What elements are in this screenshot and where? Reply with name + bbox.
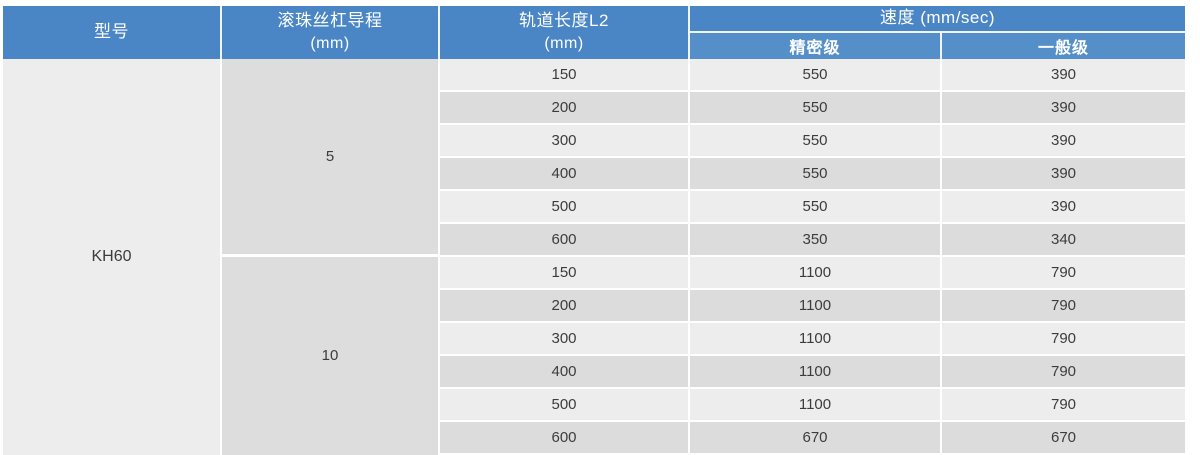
cell-ballscrew-lead: 5 xyxy=(222,58,440,257)
cell-rail-length: 300 xyxy=(440,322,690,356)
header-rail-length-unit: (mm) xyxy=(544,35,584,53)
cell-speed-precision: 1100 xyxy=(690,355,942,389)
header-rail-length-text: 轨道长度L2 xyxy=(519,11,609,31)
cell-speed-precision: 550 xyxy=(690,58,942,92)
cell-speed-precision: 1100 xyxy=(690,388,942,422)
cell-rail-length: 500 xyxy=(440,388,690,422)
table-row: 10 150 1100 790 xyxy=(3,256,1186,455)
table-row: 200 550 390 xyxy=(3,91,1186,125)
cell-rail-length: 400 xyxy=(440,355,690,389)
cell-rail-length: 200 xyxy=(440,289,690,323)
cell-speed-precision: 550 xyxy=(690,157,942,191)
cell-rail-length: 400 xyxy=(440,157,690,191)
cell-speed-general: 390 xyxy=(942,124,1186,158)
header-ballscrew-lead: 滚珠丝杠导程 (mm) xyxy=(222,6,440,59)
header-rail-length: 轨道长度L2 (mm) xyxy=(440,6,690,59)
table-row: 400 550 390 xyxy=(3,157,1186,191)
table-body: KH60 5 150 550 390 200 550 390 300 550 390 400 550 39… xyxy=(3,58,1186,455)
cell-speed-general: 390 xyxy=(942,190,1186,224)
header-model: 型号 xyxy=(3,6,222,59)
cell-speed-precision: 550 xyxy=(690,91,942,125)
cell-rail-length: 600 xyxy=(440,421,690,455)
cell-speed-general: 670 xyxy=(942,421,1186,455)
cell-speed-precision: 550 xyxy=(690,124,942,158)
table-row: 300 550 390 xyxy=(3,124,1186,158)
table-row: KH60 5 150 550 390 xyxy=(3,58,1186,455)
cell-model: KH60 xyxy=(3,58,222,455)
header-speed: 速度 (mm/sec) xyxy=(690,6,1186,33)
header-speed-precision: 精密级 xyxy=(690,32,942,59)
cell-speed-general: 390 xyxy=(942,58,1186,92)
cell-speed-precision: 350 xyxy=(690,223,942,257)
header-speed-general: 一般级 xyxy=(942,32,1186,59)
cell-speed-general: 790 xyxy=(942,322,1186,356)
header-ballscrew-lead-text: 滚珠丝杠导程 xyxy=(277,11,383,31)
table-row: 400 1100 790 xyxy=(3,355,1186,389)
speed-specification-table: 型号 滚珠丝杠导程 (mm) 轨道长度L2 (mm) 速度 (mm/sec) 精… xyxy=(3,6,1186,455)
table-row: 200 1100 790 xyxy=(3,289,1186,323)
header-ballscrew-lead-unit: (mm) xyxy=(310,35,350,53)
cell-speed-precision: 1100 xyxy=(690,289,942,323)
cell-rail-length: 150 xyxy=(440,256,690,290)
cell-speed-general: 790 xyxy=(942,388,1186,422)
cell-ballscrew-lead: 10 xyxy=(222,256,440,455)
cell-rail-length: 600 xyxy=(440,223,690,257)
header-row-top: 型号 滚珠丝杠导程 (mm) 轨道长度L2 (mm) 速度 (mm/sec) xyxy=(3,6,1186,59)
cell-speed-general: 790 xyxy=(942,256,1186,290)
table-row: 600 350 340 xyxy=(3,223,1186,257)
cell-rail-length: 500 xyxy=(440,190,690,224)
table-row: 500 550 390 xyxy=(3,190,1186,224)
cell-speed-general: 790 xyxy=(942,355,1186,389)
cell-speed-general: 340 xyxy=(942,223,1186,257)
cell-speed-general: 390 xyxy=(942,157,1186,191)
cell-rail-length: 300 xyxy=(440,124,690,158)
cell-speed-general: 790 xyxy=(942,289,1186,323)
cell-speed-precision: 1100 xyxy=(690,322,942,356)
cell-speed-precision: 550 xyxy=(690,190,942,224)
cell-rail-length: 150 xyxy=(440,58,690,92)
table-row: 500 1100 790 xyxy=(3,388,1186,422)
cell-speed-general: 390 xyxy=(942,91,1186,125)
cell-speed-precision: 1100 xyxy=(690,256,942,290)
cell-rail-length: 200 xyxy=(440,91,690,125)
header-row-sub: 精密级 一般级 xyxy=(3,32,1186,59)
table-row: 300 1100 790 xyxy=(3,322,1186,356)
table-header: 型号 滚珠丝杠导程 (mm) 轨道长度L2 (mm) 速度 (mm/sec) 精… xyxy=(3,6,1186,59)
table-row: 600 670 670 xyxy=(3,421,1186,455)
